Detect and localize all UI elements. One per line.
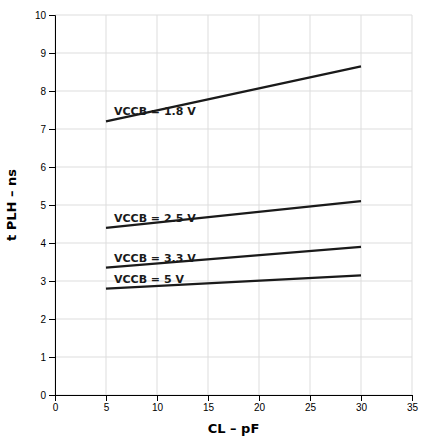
line-labels: VCCB = 1.8 V VCCB = 2.5 V VCCB = 3.3 V VCCB… xyxy=(114,105,196,287)
x-tick: 10 xyxy=(152,395,164,413)
x-tick: 5 xyxy=(104,395,110,413)
tick-mark xyxy=(49,205,55,206)
grid-line xyxy=(55,129,412,130)
tick-mark xyxy=(208,395,209,401)
grid-line xyxy=(55,167,412,168)
y-tick: 7 xyxy=(40,124,55,135)
y-tick: 4 xyxy=(40,238,55,249)
series-line xyxy=(106,66,361,121)
x-axis: 0 5 10 15 20 25 30 35 xyxy=(53,395,419,413)
y-tick: 6 xyxy=(40,162,55,173)
tick-mark xyxy=(49,129,55,130)
y-axis-title: t PLH – ns xyxy=(4,169,19,241)
tick-label: 10 xyxy=(152,402,164,413)
grid-line xyxy=(55,357,412,358)
grid-line xyxy=(55,15,412,16)
line-label: VCCB = 1.8 V xyxy=(114,105,196,118)
tick-mark xyxy=(49,91,55,92)
axis-line xyxy=(49,16,56,396)
line-label: VCCB = 3.3 V xyxy=(114,252,196,265)
tick-label: 30 xyxy=(356,402,368,413)
grid-line xyxy=(55,319,412,320)
tick-label: 20 xyxy=(254,402,266,413)
tick-mark xyxy=(49,281,55,282)
tick-label: 35 xyxy=(407,402,419,413)
tick-label: 0 xyxy=(40,390,46,401)
grid xyxy=(55,15,412,395)
grid-line xyxy=(55,205,412,206)
x-axis-title: CL – pF xyxy=(208,421,260,436)
tick-label: 3 xyxy=(40,276,46,287)
tick-mark xyxy=(310,395,311,401)
tick-label: 4 xyxy=(40,238,46,249)
tick-label: 0 xyxy=(53,402,59,413)
tick-mark xyxy=(412,395,413,401)
tick-label: 6 xyxy=(40,162,46,173)
tick-label: 10 xyxy=(35,10,47,21)
line-label: VCCB = 5 V xyxy=(114,273,184,286)
y-tick: 10 xyxy=(35,10,55,21)
y-axis: 0 1 2 3 4 5 6 7 8 9 10 xyxy=(35,10,56,401)
series-line xyxy=(106,201,361,228)
tick-label: 2 xyxy=(40,314,46,325)
tick-mark xyxy=(49,167,55,168)
y-tick: 9 xyxy=(40,48,55,59)
x-tick: 15 xyxy=(203,395,215,413)
chart: 05101520253035012345678910VCCB = 1.8 VVC… xyxy=(0,0,430,443)
tick-label: 25 xyxy=(305,402,317,413)
tick-mark xyxy=(49,243,55,244)
series-line xyxy=(106,247,361,268)
y-tick: 3 xyxy=(40,276,55,287)
tick-label: 8 xyxy=(40,86,46,97)
tick-mark xyxy=(49,15,55,16)
tick-mark xyxy=(49,395,55,396)
y-tick: 2 xyxy=(40,314,55,325)
grid-line xyxy=(55,53,412,54)
tick-mark xyxy=(49,53,55,54)
x-tick: 25 xyxy=(305,395,317,413)
tick-mark xyxy=(49,357,55,358)
x-tick: 30 xyxy=(356,395,368,413)
tick-mark xyxy=(259,395,260,401)
y-tick: 5 xyxy=(40,200,55,211)
x-tick: 20 xyxy=(254,395,266,413)
x-tick: 0 xyxy=(53,395,59,413)
tick-mark xyxy=(106,395,107,401)
grid-line xyxy=(55,243,412,244)
tick-mark xyxy=(361,395,362,401)
grid-line xyxy=(55,91,412,92)
axis-line xyxy=(56,396,413,402)
y-tick: 8 xyxy=(40,86,55,97)
line-label: VCCB = 2.5 V xyxy=(114,212,196,225)
tick-label: 15 xyxy=(203,402,215,413)
tick-mark xyxy=(157,395,158,401)
tick-label: 5 xyxy=(104,402,110,413)
tick-label: 9 xyxy=(40,48,46,59)
tick-label: 5 xyxy=(40,200,46,211)
y-tick: 1 xyxy=(40,352,55,363)
x-tick: 35 xyxy=(407,395,419,413)
lines xyxy=(106,66,361,288)
plot: 05101520253035012345678910VCCB = 1.8 VVC… xyxy=(35,10,419,413)
tick-mark xyxy=(49,319,55,320)
tick-label: 7 xyxy=(40,124,46,135)
y-tick: 0 xyxy=(40,390,55,401)
tick-label: 1 xyxy=(40,352,46,363)
